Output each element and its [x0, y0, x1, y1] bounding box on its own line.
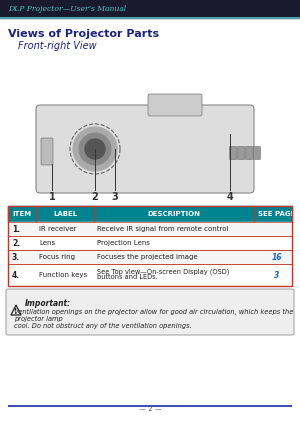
FancyBboxPatch shape	[41, 138, 53, 165]
Bar	[8, 222, 292, 236]
Text: Projection Lens: Projection Lens	[97, 240, 150, 246]
Text: Function keys: Function keys	[39, 272, 87, 278]
Text: 2.: 2.	[12, 238, 20, 248]
Bar	[8, 222, 292, 236]
Text: Views of Projector Parts: Views of Projector Parts	[8, 29, 159, 39]
Text: 3: 3	[274, 271, 280, 279]
Bar	[8, 250, 292, 264]
Text: LABEL: LABEL	[53, 211, 77, 217]
FancyBboxPatch shape	[238, 147, 244, 159]
Text: DESCRIPTION: DESCRIPTION	[148, 211, 200, 217]
Text: Lens: Lens	[39, 240, 55, 246]
Text: 16: 16	[272, 253, 282, 262]
FancyBboxPatch shape	[148, 94, 202, 116]
Text: DLP Projector—User’s Manual: DLP Projector—User’s Manual	[8, 5, 126, 13]
Text: Ventilation openings on the projector allow for good air circulation, which keep: Ventilation openings on the projector al…	[14, 309, 293, 329]
FancyBboxPatch shape	[6, 289, 294, 335]
Text: Focus ring: Focus ring	[39, 254, 75, 260]
FancyBboxPatch shape	[245, 147, 253, 159]
Bar	[8, 236, 292, 250]
Text: 4: 4	[226, 192, 233, 202]
FancyBboxPatch shape	[230, 147, 236, 159]
Text: 2: 2	[92, 192, 98, 202]
Bar	[8, 250, 292, 264]
Bar	[0, 0, 300, 18]
FancyBboxPatch shape	[254, 147, 260, 159]
Text: 1: 1	[49, 192, 56, 202]
Text: 3.: 3.	[12, 253, 20, 262]
Text: Important:: Important:	[25, 299, 71, 308]
Bar	[8, 206, 292, 222]
Circle shape	[73, 127, 117, 171]
FancyBboxPatch shape	[36, 105, 254, 193]
Text: buttons and LEDs.: buttons and LEDs.	[97, 274, 158, 280]
Text: See Top view—On-screen Display (OSD): See Top view—On-screen Display (OSD)	[97, 269, 230, 275]
Bar	[8, 236, 292, 250]
Text: — 2 —: — 2 —	[139, 406, 161, 412]
Text: IR receiver: IR receiver	[39, 226, 76, 232]
Bar	[8, 206, 292, 286]
Bar	[8, 264, 292, 286]
Circle shape	[85, 139, 105, 159]
Text: !: !	[14, 308, 18, 314]
Text: Receive IR signal from remote control: Receive IR signal from remote control	[97, 226, 229, 232]
Text: ITEM: ITEM	[12, 211, 32, 217]
Text: Focuses the projected image: Focuses the projected image	[97, 254, 198, 260]
Text: Front-right View: Front-right View	[18, 41, 97, 51]
Text: 3: 3	[112, 192, 118, 202]
Text: 1.: 1.	[12, 224, 20, 234]
Text: 4.: 4.	[12, 271, 20, 279]
Bar	[8, 264, 292, 286]
Circle shape	[79, 133, 111, 165]
Text: SEE PAGE: SEE PAGE	[258, 211, 296, 217]
